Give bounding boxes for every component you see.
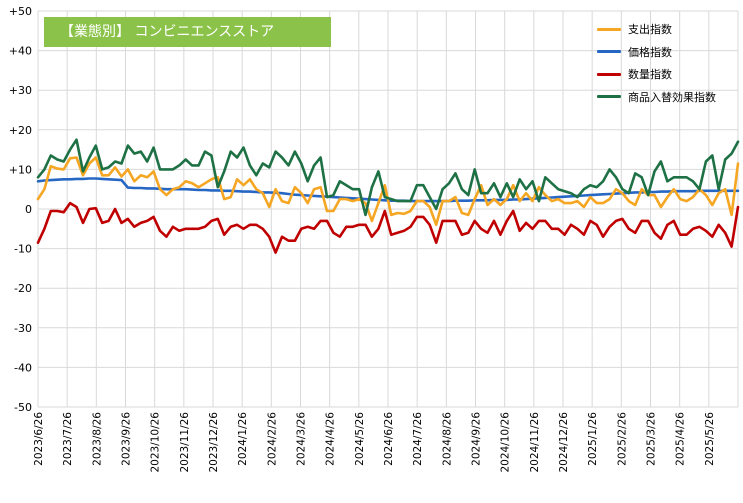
chart-title: 【業態別】 コンビニエンスストア	[44, 17, 331, 47]
legend-swatch-price	[597, 50, 621, 54]
y-tick-label: +50	[9, 5, 32, 18]
x-tick-label: 2025/1/26	[587, 412, 599, 466]
x-tick-label: 2024/2/26	[266, 412, 278, 466]
x-tick-label: 2023/11/26	[179, 412, 191, 473]
x-tick-label: 2025/2/26	[616, 412, 628, 466]
x-tick-label: 2024/11/26	[529, 412, 541, 473]
y-tick-label: -20	[14, 282, 32, 295]
y-tick-label: +10	[9, 163, 32, 176]
x-tick-label: 2024/4/26	[325, 412, 337, 466]
legend-swatch-quantity	[597, 72, 621, 76]
legend-label-spending: 支出指数	[628, 23, 672, 37]
x-tick-label: 2024/7/26	[412, 412, 424, 466]
x-tick-label: 2024/3/26	[296, 412, 308, 466]
x-tick-label: 2024/10/26	[500, 412, 512, 473]
legend-item-spending: 支出指数	[597, 18, 716, 41]
legend: 支出指数 価格指数 数量指数 商品入替効果指数	[597, 18, 716, 108]
x-tick-label: 2023/12/26	[208, 412, 220, 473]
legend-item-price: 価格指数	[597, 41, 716, 64]
x-tick-label: 2024/5/26	[354, 412, 366, 466]
y-tick-label: +20	[9, 124, 32, 137]
x-tick-label: 2023/7/26	[62, 412, 74, 466]
legend-item-product-replacement: 商品入替効果指数	[597, 86, 716, 109]
x-tick-label: 2025/3/26	[646, 412, 658, 466]
x-tick-label: 2025/5/26	[704, 412, 716, 466]
x-tick-label: 2023/10/26	[150, 412, 162, 473]
x-tick-label: 2023/9/26	[121, 412, 133, 466]
legend-label-price: 価格指数	[628, 45, 672, 59]
x-tick-label: 2025/4/26	[675, 412, 687, 466]
x-tick-label: 2024/1/26	[237, 412, 249, 466]
y-tick-label: +30	[9, 84, 32, 97]
series-line-3	[36, 201, 740, 254]
y-tick-label: -10	[14, 243, 32, 256]
x-tick-label: 2023/6/26	[33, 412, 45, 466]
series-line-4	[36, 138, 740, 217]
legend-item-quantity: 数量指数	[597, 63, 716, 86]
legend-swatch-product-replacement	[597, 95, 621, 99]
y-tick-label: -40	[14, 361, 32, 374]
x-tick-label: 2024/6/26	[383, 412, 395, 466]
series-line-1	[36, 156, 740, 227]
x-tick-label: 2024/12/26	[558, 412, 570, 473]
y-tick-label: 0	[25, 203, 32, 216]
legend-label-product-replacement: 商品入替効果指数	[628, 90, 716, 104]
x-tick-label: 2023/8/26	[91, 412, 103, 466]
x-tick-label: 2024/9/26	[471, 412, 483, 466]
y-tick-label: -50	[14, 401, 32, 414]
x-tick-label: 2024/8/26	[441, 412, 453, 466]
y-tick-label: +40	[9, 45, 32, 58]
legend-swatch-spending	[597, 27, 621, 31]
y-tick-label: -30	[14, 322, 32, 335]
legend-label-quantity: 数量指数	[628, 68, 672, 82]
